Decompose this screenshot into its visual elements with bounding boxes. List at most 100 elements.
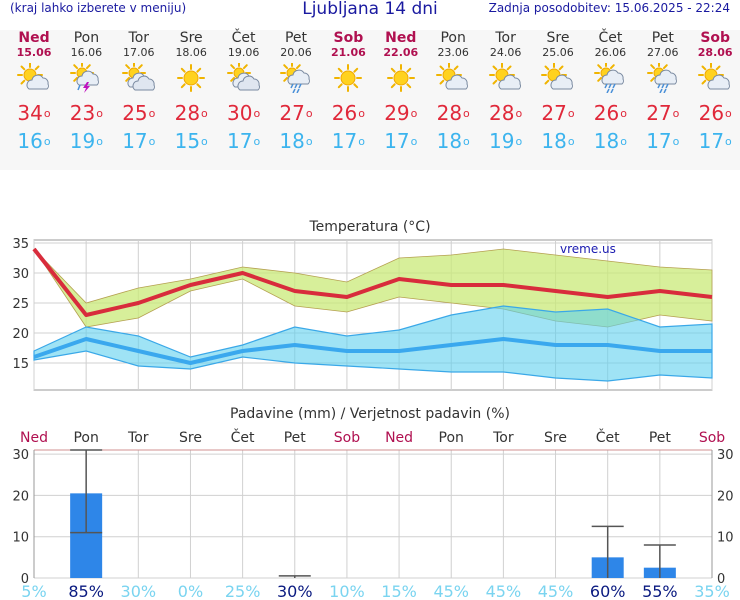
day-label: Ned	[20, 430, 48, 446]
day-date: 22.06	[383, 46, 419, 59]
high-temperature: 27o	[541, 101, 575, 125]
y-tick-label: 30	[12, 267, 29, 282]
precipitation-probability: 60%	[590, 582, 626, 600]
precipitation-probability: 85%	[68, 582, 104, 600]
sun-icon	[322, 59, 374, 97]
day-column: Sob 21.06 26o 17o	[322, 30, 374, 153]
day-label: Ned	[385, 430, 413, 446]
day-column: Čet 26.06 26o 18o	[584, 30, 636, 153]
day-label: Sre	[179, 430, 202, 446]
last-update: Zadnja posodobitev: 15.06.2025 - 22:24	[488, 1, 730, 15]
day-name: Pon	[440, 30, 466, 46]
day-column: Ned 15.06 34o 16o	[8, 30, 60, 153]
day-column: Pet 20.06 27o 18o	[270, 30, 322, 153]
precipitation-probability: 30%	[277, 582, 313, 600]
precipitation-probability: 45%	[433, 582, 469, 600]
min-temperature-range	[33, 305, 713, 382]
sun-cloud-icon	[532, 59, 584, 97]
y-tick-label: 0	[21, 572, 29, 587]
high-temperature: 28o	[436, 101, 470, 125]
precipitation-probability: 10%	[329, 582, 365, 600]
low-temperature: 19o	[489, 129, 523, 153]
day-label: Tor	[127, 430, 149, 446]
day-name: Čet	[231, 30, 256, 46]
day-label: Čet	[596, 428, 620, 446]
precipitation-probability: 30%	[121, 582, 157, 600]
low-temperature: 18o	[541, 129, 575, 153]
day-label: Sob	[699, 430, 725, 446]
y-tick-label-right: 0	[717, 572, 725, 587]
day-date: 15.06	[16, 46, 52, 59]
y-tick-label: 20	[12, 489, 29, 504]
sun-shower-icon	[584, 59, 636, 97]
y-tick-label: 15	[12, 357, 29, 372]
day-column: Sre 18.06 28o 15o	[165, 30, 217, 153]
day-name: Pet	[651, 30, 674, 46]
day-name: Ned	[385, 30, 417, 46]
low-temperature: 16o	[17, 129, 51, 153]
location-note: (kraj lahko izberete v meniju)	[10, 1, 187, 15]
day-column: Ned 22.06 29o 17o	[375, 30, 427, 153]
sun-cloud-icon	[689, 59, 740, 97]
day-column: Tor 17.06 25o 17o	[113, 30, 165, 153]
low-temperature: 15o	[174, 129, 208, 153]
precipitation-error-bar	[643, 544, 676, 578]
day-name: Čet	[598, 30, 623, 46]
day-date: 21.06	[330, 46, 366, 59]
day-name: Sob	[700, 30, 731, 46]
precipitation-error-bar	[591, 525, 624, 578]
day-column: Sre 25.06 27o 18o	[532, 30, 584, 153]
sun-shower-icon	[637, 59, 689, 97]
high-temperature: 26o	[593, 101, 627, 125]
high-temperature: 34o	[17, 101, 51, 125]
day-column: Pon 16.06 23o 19o	[60, 30, 112, 153]
y-tick-label-right: 30	[717, 448, 734, 463]
high-temperature: 27o	[279, 101, 313, 125]
precipitation-error-bar	[70, 449, 103, 534]
day-name: Tor	[128, 30, 150, 46]
day-date: 25.06	[542, 46, 574, 59]
day-date: 28.06	[697, 46, 733, 59]
day-label: Sob	[334, 430, 360, 446]
page-title: Ljubljana 14 dni	[302, 0, 438, 19]
day-date: 16.06	[70, 46, 103, 59]
sun-cloud-icon	[427, 59, 479, 97]
day-name: Tor	[495, 30, 516, 46]
day-name: Sre	[179, 30, 203, 46]
day-label: Tor	[492, 430, 514, 446]
y-tick-label-right: 20	[717, 489, 734, 504]
low-temperature: 18o	[593, 129, 627, 153]
cloudy-icon	[218, 59, 270, 97]
sun-shower-icon	[270, 59, 322, 97]
y-tick-label: 25	[12, 297, 29, 312]
day-date: 19.06	[227, 46, 260, 59]
low-temperature: 17o	[698, 129, 732, 153]
precipitation-probability: 25%	[225, 582, 261, 600]
day-date: 17.06	[123, 46, 155, 59]
max-temperature-line	[32, 247, 713, 317]
day-column: Čet 19.06 30o 17o	[218, 30, 270, 153]
low-temperature: 19o	[69, 129, 103, 153]
day-date: 24.06	[489, 46, 522, 59]
min-temperature-line	[33, 337, 712, 365]
precipitation-probability: 15%	[381, 582, 417, 600]
precipitation-chart: Ned Pon Tor Sre Čet Pet Sob Ned Pon Tor Sre Čet Pet S…	[12, 428, 734, 600]
high-temperature: 28o	[174, 101, 208, 125]
precipitation-probability: 55%	[642, 582, 678, 600]
high-temperature: 23o	[69, 101, 103, 125]
day-column: Tor 24.06 28o 19o	[480, 30, 532, 153]
temperature-chart-title: Temperatura (°C)	[309, 219, 431, 235]
day-label: Pon	[73, 430, 98, 446]
low-temperature: 17o	[227, 129, 261, 153]
y-tick-label: 30	[12, 448, 29, 463]
day-date: 27.06	[647, 46, 679, 59]
low-temperature: 17o	[646, 129, 680, 153]
day-column: Pon 23.06 28o 18o	[427, 30, 479, 153]
low-temperature: 18o	[279, 129, 313, 153]
y-tick-label-right: 10	[717, 531, 734, 546]
daily-forecast-strip: Ned 15.06 34o 16o Pon 16.06 23o 19o Tor 17.06 25o 1…	[0, 30, 740, 170]
day-label: Pet	[284, 430, 307, 446]
day-date: 18.06	[175, 46, 207, 59]
low-temperature: 17o	[384, 129, 418, 153]
high-temperature: 26o	[331, 101, 365, 125]
